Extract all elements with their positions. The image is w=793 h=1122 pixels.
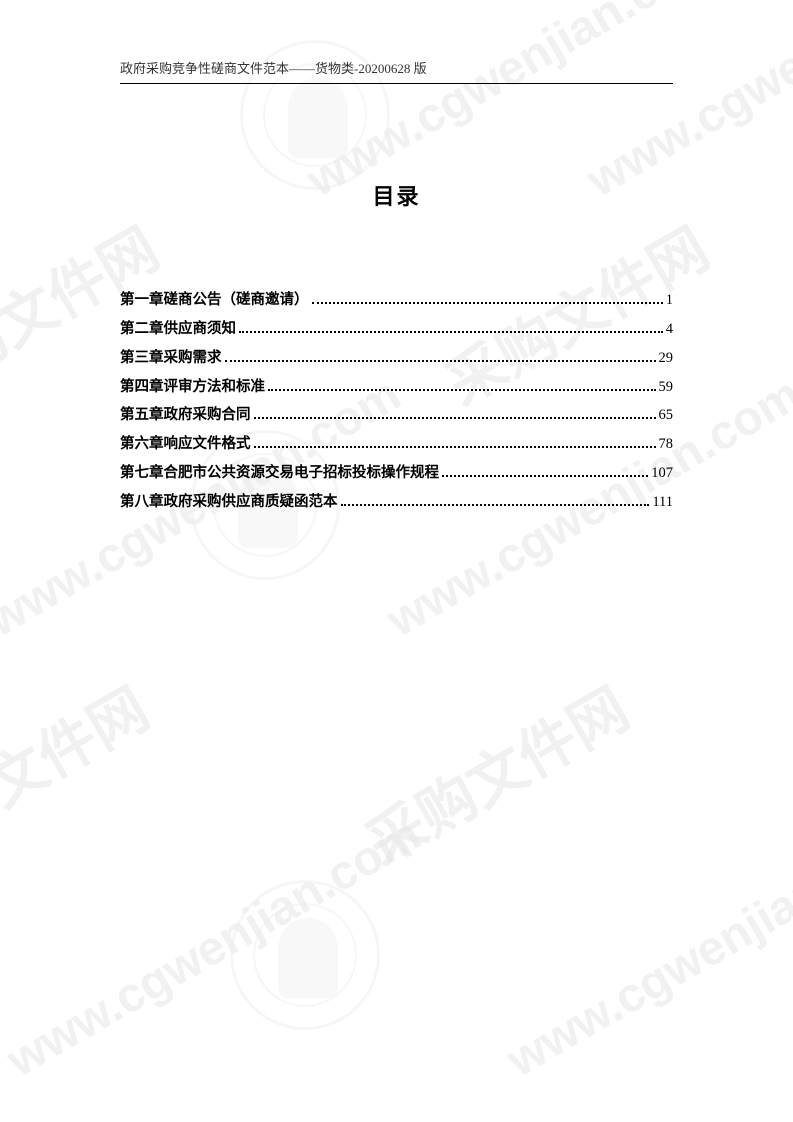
watermark-logo: [230, 880, 380, 1030]
toc-dots: [239, 331, 663, 333]
toc-dots: [442, 475, 648, 477]
toc-label: 第三章采购需求: [120, 349, 222, 368]
toc-dots: [225, 360, 656, 362]
toc-entry: 第三章采购需求 29: [120, 349, 673, 368]
page-header: 政府采购竞争性磋商文件范本——货物类-20200628 版: [120, 58, 673, 84]
toc-label: 第二章供应商须知: [120, 320, 236, 339]
toc-dots: [254, 417, 656, 419]
toc-dots: [341, 504, 650, 506]
toc-dots: [254, 446, 656, 448]
watermark-cn: 采购文件网: [348, 663, 641, 881]
toc-label: 第五章政府采购合同: [120, 406, 251, 425]
toc-entry: 第七章合肥市公共资源交易电子招标投标操作规程 107: [120, 464, 673, 483]
toc-entry: 第六章响应文件格式 78: [120, 435, 673, 454]
toc-entry: 第八章政府采购供应商质疑函范本 111: [120, 493, 673, 512]
toc-page-number: 107: [651, 464, 673, 483]
toc-page-number: 1: [666, 291, 673, 310]
toc-title: 目录: [120, 179, 673, 211]
watermark-url: www.cgwenjian.com: [0, 807, 430, 1088]
toc-page-number: 111: [652, 493, 673, 512]
toc-page-number: 29: [659, 349, 674, 368]
toc-dots: [312, 302, 663, 304]
toc-label: 第六章响应文件格式: [120, 435, 251, 454]
toc-entry: 第一章磋商公告（磋商邀请） 1: [120, 291, 673, 310]
toc-label: 第七章合肥市公共资源交易电子招标投标操作规程: [120, 464, 439, 483]
page-container: 政府采购竞争性磋商文件范本——货物类-20200628 版 目录 第一章磋商公告…: [0, 0, 793, 582]
toc-label: 第八章政府采购供应商质疑函范本: [120, 493, 338, 512]
table-of-contents: 第一章磋商公告（磋商邀请） 1 第二章供应商须知 4 第三章采购需求 29 第四…: [120, 291, 673, 512]
toc-page-number: 78: [659, 435, 674, 454]
toc-page-number: 59: [659, 378, 674, 397]
watermark-url: www.cgwenjian.com: [498, 807, 793, 1088]
toc-label: 第四章评审方法和标准: [120, 378, 265, 397]
toc-entry: 第五章政府采购合同 65: [120, 406, 673, 425]
toc-page-number: 65: [659, 406, 674, 425]
toc-label: 第一章磋商公告（磋商邀请）: [120, 291, 309, 310]
toc-entry: 第四章评审方法和标准 59: [120, 378, 673, 397]
watermark-cn: 采购文件网: [0, 663, 162, 881]
toc-dots: [268, 389, 656, 391]
toc-page-number: 4: [666, 320, 673, 339]
toc-entry: 第二章供应商须知 4: [120, 320, 673, 339]
